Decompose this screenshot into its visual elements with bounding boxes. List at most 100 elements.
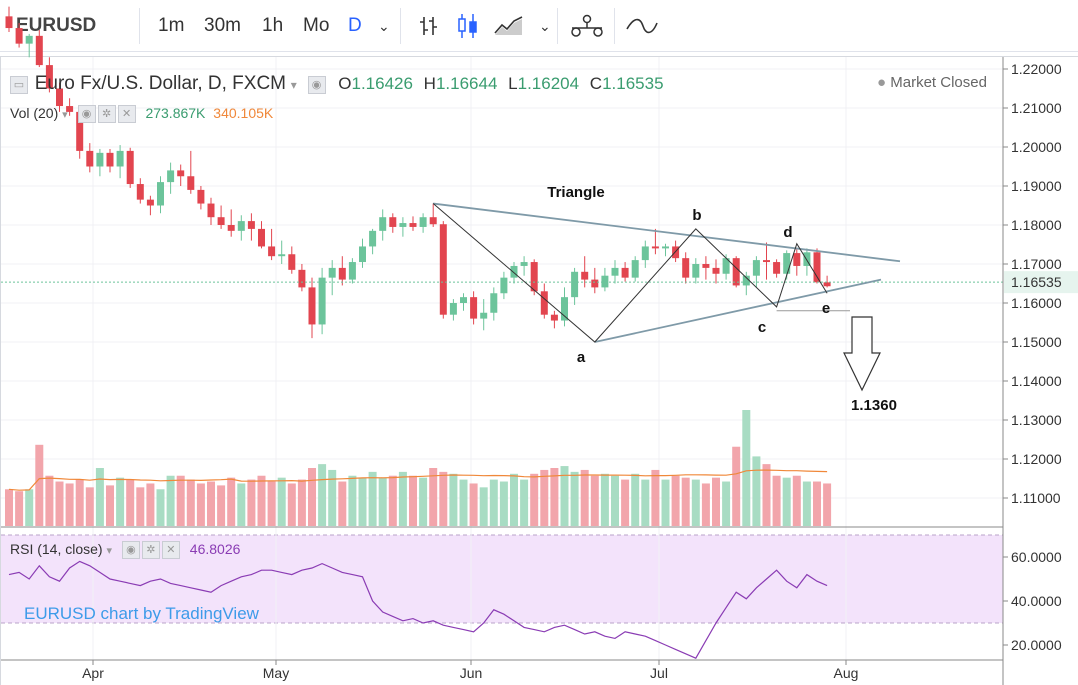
- candle-body: [328, 267, 336, 278]
- volume-bar: [631, 473, 640, 526]
- volume-bar: [409, 475, 417, 526]
- bar-chart-icon[interactable]: [418, 15, 440, 37]
- volume-legend: Vol (20) ▾ ◉ ✲ ✕ 273.867K 340.105K: [10, 105, 273, 124]
- volume-bar: [358, 477, 367, 526]
- interval-d[interactable]: D: [348, 15, 362, 36]
- gear-icon[interactable]: ✲: [141, 541, 160, 560]
- volume-bar: [449, 473, 458, 526]
- candle-body: [369, 230, 377, 247]
- volume-bar: [580, 469, 589, 526]
- instrument-title: Euro Fx/U.S. Dollar, D, FXCM: [34, 73, 287, 94]
- collapse-legend-icon[interactable]: ▭: [10, 75, 28, 94]
- chevron-down-icon[interactable]: ▾: [62, 109, 68, 121]
- volume-bar: [419, 477, 428, 526]
- close-value: 1.16535: [602, 74, 664, 93]
- rsi-legend: RSI (14, close) ▾ ◉ ✲ ✕ 46.8026: [10, 541, 240, 560]
- candle-body: [359, 246, 366, 263]
- volume-bar: [196, 483, 205, 526]
- volume-bar: [540, 469, 549, 526]
- tradingview-watermark[interactable]: EURUSD chart by TradingView: [24, 604, 259, 623]
- close-icon[interactable]: ✕: [117, 105, 136, 124]
- volume-value: 273.867K: [145, 105, 206, 121]
- volume-bar: [792, 475, 801, 526]
- symbol-search[interactable]: EURUSD: [16, 15, 97, 36]
- candle-body: [399, 223, 407, 227]
- volume-bar: [681, 477, 690, 526]
- time-tick-label: May: [263, 665, 289, 681]
- candle-body: [237, 221, 245, 231]
- chevron-down-icon[interactable]: ⌄: [539, 18, 551, 34]
- chevron-down-icon[interactable]: ▾: [290, 78, 297, 92]
- triangle-lower-line: [594, 278, 882, 343]
- volume-bar: [338, 481, 347, 526]
- volume-bar: [297, 479, 306, 526]
- candlestick-icon[interactable]: [456, 13, 480, 39]
- settings-icon[interactable]: ◉: [307, 75, 326, 94]
- volume-bar: [25, 489, 34, 526]
- candle-body: [187, 176, 195, 190]
- volume-bar: [176, 475, 185, 526]
- chevron-down-icon[interactable]: ▾: [106, 545, 113, 557]
- rsi-tick-label: 60.0000: [1011, 549, 1062, 565]
- volume-label: Vol (20): [10, 105, 59, 121]
- volume-bar: [35, 444, 44, 526]
- volume-bar: [308, 468, 316, 526]
- compare-icon[interactable]: [626, 17, 658, 35]
- eye-icon[interactable]: ◉: [77, 105, 96, 124]
- volume-bar: [146, 483, 155, 526]
- candle-body: [449, 303, 457, 315]
- high-label: H: [423, 74, 436, 93]
- volume-bar: [378, 477, 387, 526]
- volume-bar: [611, 475, 619, 526]
- rsi-line: [8, 560, 828, 659]
- candle-body: [419, 217, 427, 227]
- volume-bar: [530, 473, 539, 526]
- volume-bar: [469, 483, 478, 526]
- indicators-icon[interactable]: [570, 14, 604, 38]
- candle-body: [702, 264, 710, 268]
- candle-body: [96, 152, 104, 167]
- volume-bar: [388, 475, 397, 526]
- volume-bar: [267, 481, 276, 526]
- candle-body: [490, 293, 498, 313]
- area-chart-icon[interactable]: [494, 15, 524, 37]
- high-value: 1.16644: [435, 74, 498, 93]
- interval-30m[interactable]: 30m: [204, 15, 241, 36]
- volume-bar: [701, 483, 710, 526]
- last-price-label: 1.16535: [1011, 274, 1062, 290]
- candle-body: [298, 269, 306, 288]
- volume-bar: [328, 469, 337, 526]
- gear-icon[interactable]: ✲: [97, 105, 116, 124]
- chevron-down-icon[interactable]: ⌄: [378, 18, 390, 34]
- candle-body: [520, 262, 528, 266]
- candle-body: [258, 228, 265, 247]
- interval-mo[interactable]: Mo: [303, 15, 330, 36]
- candle-body: [591, 279, 599, 288]
- open-label: O: [338, 74, 352, 93]
- volume-bar: [782, 477, 791, 526]
- status-dot-icon: ●: [877, 74, 887, 91]
- candle-body: [823, 282, 831, 287]
- close-icon[interactable]: ✕: [161, 541, 180, 560]
- volume-ma-line: [8, 469, 828, 491]
- candle-body: [318, 277, 326, 325]
- wave-d-label: d: [783, 224, 792, 241]
- volume-bar: [550, 468, 559, 526]
- market-status: ● Market Closed: [877, 74, 987, 91]
- candle-body: [500, 277, 508, 294]
- rsi-tick-label: 20.0000: [1011, 637, 1062, 653]
- open-value: 1.16426: [351, 74, 413, 93]
- candle-body: [197, 189, 205, 204]
- volume-bar: [641, 479, 650, 526]
- candle-body: [15, 28, 23, 44]
- interval-1h[interactable]: 1h: [262, 15, 284, 36]
- interval-1m[interactable]: 1m: [158, 15, 185, 36]
- volume-bar: [368, 471, 377, 526]
- eye-icon[interactable]: ◉: [121, 541, 140, 560]
- candle-body: [157, 182, 164, 206]
- volume-bar: [186, 479, 195, 526]
- candle-body: [126, 150, 134, 185]
- candle-body: [207, 203, 215, 218]
- volume-bar: [742, 410, 751, 526]
